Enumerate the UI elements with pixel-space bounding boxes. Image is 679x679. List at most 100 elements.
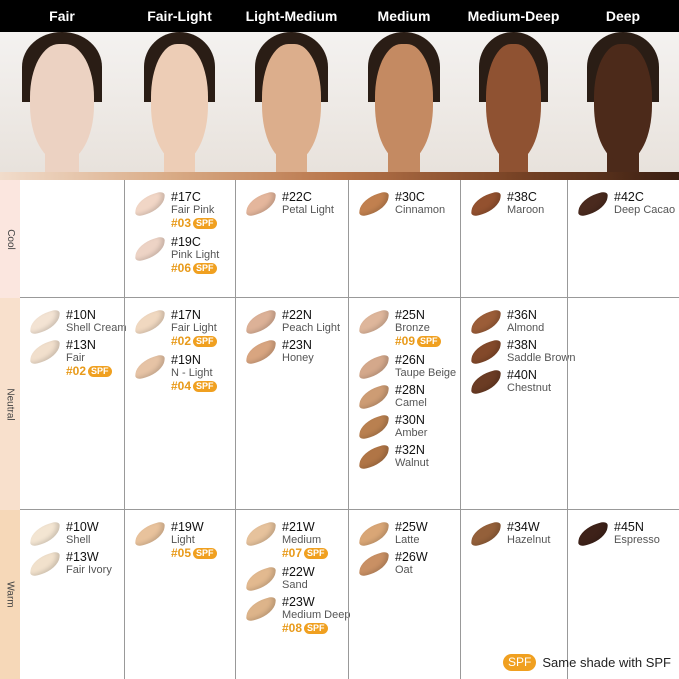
shade-text: #45N Espresso <box>614 520 679 546</box>
shade-swatch-icon <box>29 550 61 578</box>
shade-cell: #10N Shell Cream #13N Fair #02 SPF <box>20 298 127 510</box>
shade-text: #10W Shell <box>66 520 136 546</box>
shade-item[interactable]: #19C Pink Light #06 SPF <box>134 235 235 276</box>
shade-cell: #17N Fair Light #02 SPF #19N N - Light #04 SPF <box>124 298 235 510</box>
spf-badge: SPF <box>193 336 217 347</box>
tone-label-cool: Cool <box>0 180 20 298</box>
face <box>485 44 542 162</box>
shade-item[interactable]: #13W Fair Ivory <box>29 550 124 578</box>
shade-item[interactable]: #25N Bronze #09 SPF <box>358 308 460 349</box>
shade-item[interactable]: #38N Saddle Brown <box>470 338 576 366</box>
shade-cell: #22C Petal Light <box>235 180 348 298</box>
shade-name: Camel <box>395 397 427 409</box>
shade-item[interactable]: #19N N - Light #04 SPF <box>134 353 235 394</box>
shade-item[interactable]: #45N Espresso <box>577 520 679 548</box>
shade-name: Taupe Beige <box>395 367 457 379</box>
spf-variant: #09 SPF <box>395 334 465 349</box>
shade-text: #13N Fair #02 SPF <box>66 338 136 379</box>
shade-item[interactable]: #30C Cinnamon <box>358 190 460 218</box>
shade-swatch-icon <box>29 520 61 548</box>
shade-item[interactable]: #26N Taupe Beige <box>358 353 460 381</box>
shade-swatch-icon <box>358 353 390 381</box>
shade-text: #21W Medium #07 SPF <box>282 520 352 561</box>
shade-item[interactable]: #26W Oat <box>358 550 460 578</box>
shade-name: Medium <box>282 534 322 546</box>
shade-cell: #25W Latte #26W Oat <box>348 510 460 679</box>
shade-item[interactable]: #32N Walnut <box>358 443 460 471</box>
spf-badge: SPF <box>193 381 217 392</box>
shade-name: Saddle Brown <box>507 352 576 364</box>
shade-code: #42C <box>614 190 644 204</box>
shade-swatch-icon <box>358 550 390 578</box>
shade-swatch-icon <box>470 190 502 218</box>
model-face-photo <box>124 32 235 172</box>
shade-cell: #36N Almond #38N Saddle Brown #40N Chestnut <box>460 298 576 510</box>
shade-item[interactable]: #22N Peach Light <box>245 308 348 336</box>
spf-code: #02 <box>171 334 192 348</box>
shade-item[interactable]: #40N Chestnut <box>470 368 567 396</box>
shade-name: Fair Pink <box>171 204 215 216</box>
shade-text: #19C Pink Light #06 SPF <box>171 235 241 276</box>
shade-code: #36N <box>507 308 537 322</box>
shade-item[interactable]: #23W Medium Deep #08 SPF <box>245 595 350 636</box>
shade-cell: #21W Medium #07 SPF #22W Sand #23W Medium Deep #… <box>235 510 350 679</box>
shade-code: #25N <box>395 308 425 322</box>
column-label: Fair-Light <box>147 8 212 24</box>
spf-badge: SPF <box>417 336 441 347</box>
shade-swatch-icon <box>470 368 502 396</box>
shade-name: Petal Light <box>282 204 334 216</box>
shade-text: #25W Latte <box>395 520 465 546</box>
shade-swatch-icon <box>470 308 502 336</box>
shade-item[interactable]: #23N Honey <box>245 338 348 366</box>
shade-text: #17N Fair Light #02 SPF <box>171 308 241 349</box>
shade-item[interactable]: #10W Shell <box>29 520 124 548</box>
shade-text: #38C Maroon <box>507 190 577 216</box>
shade-item[interactable]: #17N Fair Light #02 SPF <box>134 308 235 349</box>
shade-swatch-icon <box>577 190 609 218</box>
shade-code: #38N <box>507 338 537 352</box>
shade-item[interactable]: #25W Latte <box>358 520 460 548</box>
shade-item[interactable]: #10N Shell Cream <box>29 308 127 336</box>
spf-badge: SPF <box>193 218 217 229</box>
shade-item[interactable]: #21W Medium #07 SPF <box>245 520 348 561</box>
shade-item[interactable]: #13N Fair #02 SPF <box>29 338 124 379</box>
spf-badge: SPF <box>304 623 328 634</box>
tone-label-warm: Warm <box>0 510 20 679</box>
shade-code: #19W <box>171 520 204 534</box>
spf-code: #09 <box>395 334 416 348</box>
spf-legend: SPF Same shade with SPF <box>501 654 671 671</box>
column-label: Medium-Deep <box>467 8 560 24</box>
shade-swatch-icon <box>29 338 61 366</box>
shade-item[interactable]: #30N Amber <box>358 413 460 441</box>
shade-item[interactable]: #22C Petal Light <box>245 190 348 218</box>
spf-variant: #04 SPF <box>171 379 241 394</box>
shade-swatch-icon <box>470 520 502 548</box>
shade-item[interactable]: #22W Sand <box>245 565 348 593</box>
shade-text: #40N Chestnut <box>507 368 577 394</box>
shade-code: #19N <box>171 353 201 367</box>
shade-swatch-icon <box>470 338 502 366</box>
shade-text: #30C Cinnamon <box>395 190 465 216</box>
shade-code: #30C <box>395 190 425 204</box>
shade-code: #38C <box>507 190 537 204</box>
shade-code: #22W <box>282 565 315 579</box>
shade-item[interactable]: #36N Almond <box>470 308 567 336</box>
shade-name: N - Light <box>171 367 213 379</box>
shade-code: #22N <box>282 308 312 322</box>
shade-item[interactable]: #38C Maroon <box>470 190 567 218</box>
shade-item[interactable]: #17C Fair Pink #03 SPF <box>134 190 235 231</box>
shade-text: #22W Sand <box>282 565 352 591</box>
shade-text: #23N Honey <box>282 338 352 364</box>
shade-cell: #25N Bronze #09 SPF #26N Taupe Beige #28N Camel… <box>348 298 460 510</box>
tone-text: Neutral <box>4 387 16 421</box>
shade-item[interactable]: #42C Deep Cacao <box>577 190 679 218</box>
shade-item[interactable]: #34W Hazelnut <box>470 520 567 548</box>
shade-item[interactable]: #28N Camel <box>358 383 460 411</box>
shade-item[interactable]: #19W Light #05 SPF <box>134 520 235 561</box>
shade-text: #36N Almond <box>507 308 577 334</box>
shade-text: #26N Taupe Beige <box>395 353 465 379</box>
shade-name: Medium Deep <box>282 609 351 621</box>
spf-code: #08 <box>282 621 303 635</box>
shade-name: Maroon <box>507 204 545 216</box>
spf-variant: #03 SPF <box>171 216 241 231</box>
